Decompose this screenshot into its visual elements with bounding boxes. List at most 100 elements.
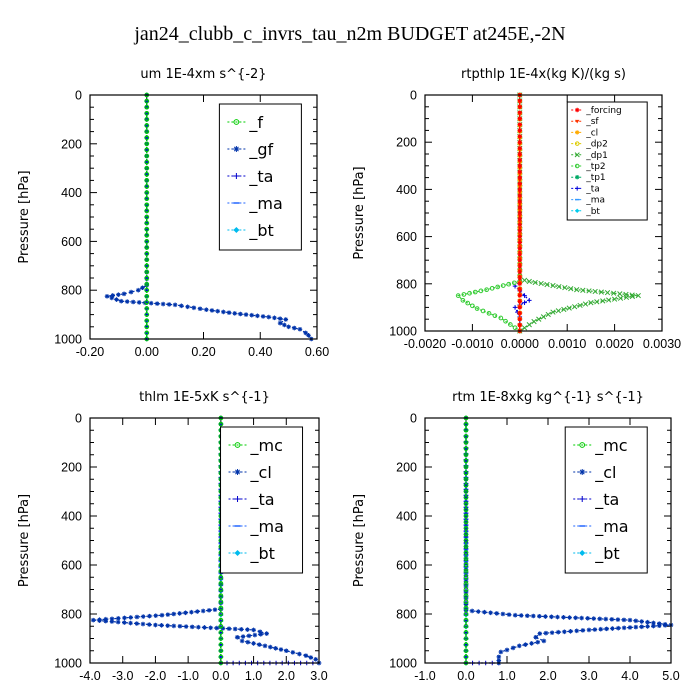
data-point: [627, 625, 633, 630]
data-point: [517, 222, 523, 228]
data-point: [189, 609, 194, 615]
data-point: [144, 196, 150, 202]
legend-marker: [234, 469, 241, 475]
series-line: [456, 95, 521, 332]
data-point: [144, 141, 150, 147]
data-point: [521, 325, 528, 331]
data-point: [463, 617, 469, 623]
data-point: [130, 299, 136, 305]
data-point: [494, 611, 500, 616]
data-point: [121, 291, 127, 297]
data-point: [517, 643, 522, 649]
data-point: [208, 625, 213, 631]
data-point: [463, 446, 469, 451]
x-tick-label: 0.20: [191, 345, 215, 359]
legend-marker: [575, 175, 580, 180]
data-point: [517, 104, 523, 110]
data-point: [218, 648, 224, 654]
data-point: [463, 623, 469, 629]
data-point: [144, 324, 150, 330]
data-point: [246, 633, 252, 639]
data-point: [517, 234, 523, 239]
x-tick-label: 5.0: [662, 669, 679, 683]
data-point: [306, 333, 311, 338]
data-point: [550, 282, 556, 289]
data-point: [260, 314, 266, 319]
data-point: [463, 525, 469, 531]
y-tick-label: 1000: [54, 333, 82, 347]
panel-title: um 1E-4xm s^{-2}: [140, 67, 266, 82]
data-point: [144, 165, 150, 171]
legend-marker: [233, 119, 240, 125]
data-point: [510, 645, 516, 651]
data-point: [197, 306, 203, 312]
data-point: [504, 647, 510, 653]
legend-label: _cl: [594, 463, 616, 483]
data-point: [234, 634, 240, 640]
data-point: [463, 483, 469, 488]
data-point: [549, 614, 554, 620]
y-tick-label: 800: [61, 284, 82, 298]
data-point: [144, 208, 150, 214]
data-point: [517, 322, 523, 328]
data-point: [220, 626, 226, 631]
data-point: [463, 525, 469, 531]
y-tick-label: 1000: [389, 325, 417, 339]
data-point: [463, 513, 469, 519]
data-point: [183, 624, 189, 629]
data-point: [517, 98, 523, 104]
data-point: [517, 122, 523, 127]
data-point: [597, 616, 603, 622]
data-point: [524, 613, 530, 619]
data-point: [144, 153, 150, 159]
data-point: [144, 312, 150, 317]
legend: _mc _cl _ta _ma _bt: [564, 426, 648, 574]
data-point: [463, 574, 469, 580]
legend-marker: [575, 208, 580, 213]
x-tick-label: -1.0: [177, 669, 199, 683]
data-point: [122, 620, 127, 625]
data-point: [144, 318, 150, 324]
data-point: [609, 617, 615, 622]
data-point: [218, 606, 224, 612]
data-point: [567, 615, 572, 620]
data-point: [140, 614, 146, 619]
data-point: [517, 198, 523, 204]
data-point: [278, 647, 284, 652]
data-point: [218, 594, 224, 599]
data-point: [144, 147, 150, 153]
data-point: [249, 312, 255, 318]
data-point: [639, 619, 645, 624]
data-point: [579, 615, 584, 621]
data-point: [598, 289, 604, 295]
data-point: [507, 322, 513, 327]
data-point: [455, 293, 461, 298]
data-point: [245, 627, 250, 632]
series-line: [519, 95, 639, 332]
data-point: [215, 308, 220, 314]
data-point: [109, 295, 115, 301]
data-point: [543, 614, 548, 619]
data-point: [218, 421, 224, 427]
data-point: [286, 324, 291, 330]
data-point: [615, 617, 621, 622]
data-point: [463, 611, 469, 617]
legend-box: [566, 101, 648, 221]
y-tick-label: 0: [410, 412, 417, 426]
data-point: [463, 434, 469, 439]
data-point: [621, 617, 627, 623]
series-ta: [463, 415, 502, 666]
data-point: [251, 627, 256, 633]
data-point: [252, 632, 258, 638]
data-point: [144, 257, 150, 263]
data-point: [144, 226, 150, 232]
data-point: [517, 134, 523, 139]
data-point: [463, 470, 469, 476]
data-point: [500, 283, 506, 288]
y-axis-label: Pressure [hPa]: [352, 166, 367, 259]
data-point: [463, 421, 469, 427]
legend-label: _forcing: [585, 106, 622, 116]
data-point: [463, 489, 469, 494]
data-point: [538, 280, 544, 287]
x-tick-label: 0.0030: [643, 337, 681, 351]
